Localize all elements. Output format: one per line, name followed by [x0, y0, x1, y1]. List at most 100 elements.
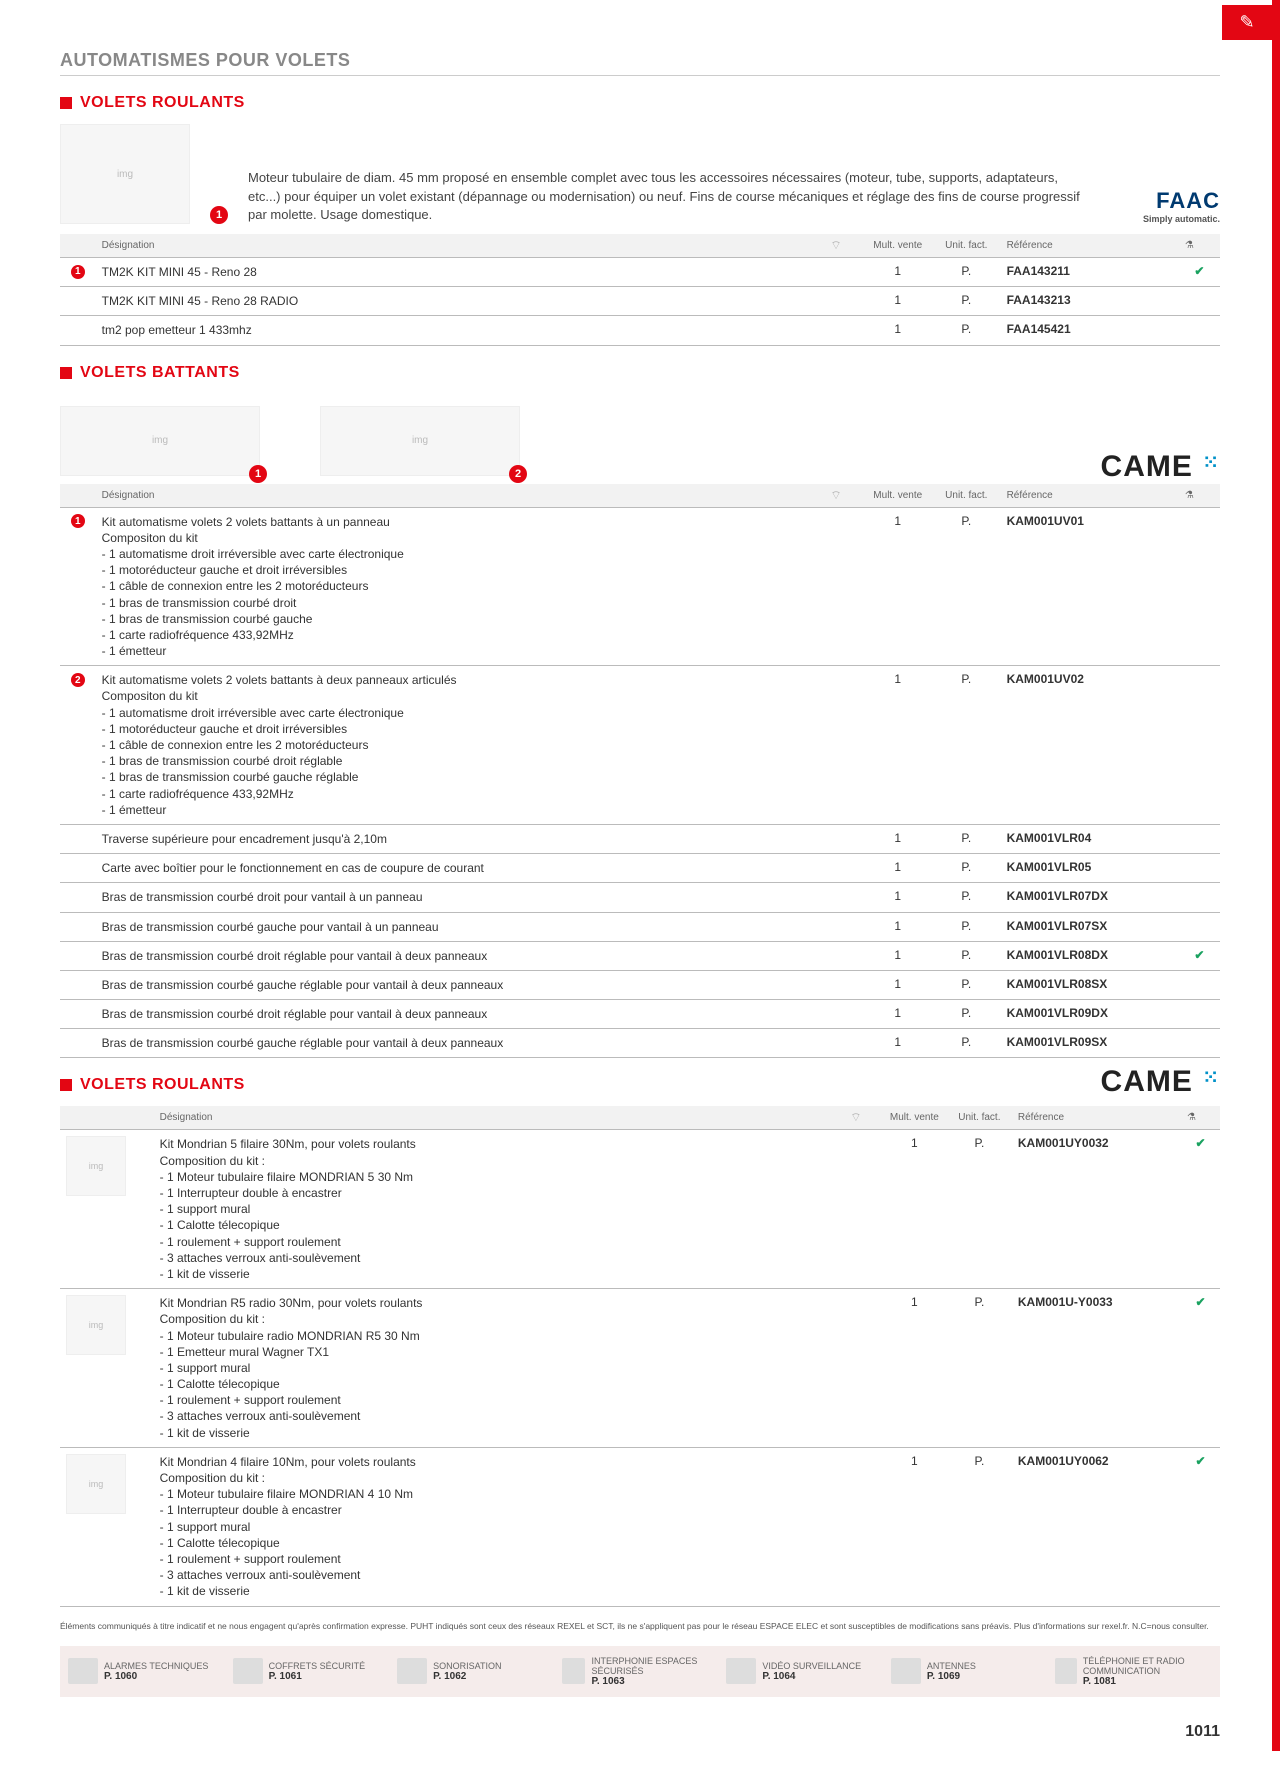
section1-image: img [60, 124, 190, 224]
came-logo-text-2: CAME [1101, 1065, 1193, 1098]
mult-cell: 1 [863, 824, 932, 853]
row-badge-cell [60, 287, 96, 316]
section2-img2-badge: 2 [509, 465, 527, 483]
faac-logo: FAAC Simply automatic. [1110, 188, 1220, 224]
wifi-cell [830, 1289, 882, 1448]
row-badge-cell [60, 1029, 96, 1058]
wifi-cell [809, 1029, 864, 1058]
wifi-cell [809, 316, 864, 345]
designation-cell: Kit Mondrian 4 filaire 10Nm, pour volets… [154, 1447, 830, 1606]
reference-cell: FAA143211 [1001, 258, 1179, 287]
footer-nav: ALARMES TECHNIQUESP. 1060 COFFRETS SÉCURI… [60, 1646, 1220, 1697]
reference-cell: KAM001VLR08SX [1001, 970, 1179, 999]
wifi-cell [830, 1447, 882, 1606]
mult-cell: 1 [863, 287, 932, 316]
wifi-cell [809, 258, 864, 287]
reference-cell: KAM001UV01 [1001, 507, 1179, 666]
col-img [60, 1106, 154, 1130]
col-mult: Mult. vente [863, 234, 932, 258]
came-logo: CAME ⁙ [1101, 450, 1220, 484]
product-image-cell: img [60, 1289, 154, 1448]
mult-cell: 1 [863, 666, 932, 825]
col-stock: ⚗ [1181, 1106, 1220, 1130]
stock-check-cell [1179, 507, 1220, 666]
row-badge-cell: 1 [60, 507, 96, 666]
nav-label: TÉLÉPHONIE ET RADIO COMMUNICATIONP. 1081 [1083, 1656, 1212, 1687]
col-unit: Unit. fact. [932, 484, 1001, 508]
footer-nav-item[interactable]: ALARMES TECHNIQUESP. 1060 [68, 1656, 225, 1687]
table-row: 2Kit automatisme volets 2 volets battant… [60, 666, 1220, 825]
section2-image-1: img 1 [60, 406, 260, 476]
stock-check-cell [1179, 1000, 1220, 1029]
reference-cell: KAM001VLR07SX [1001, 912, 1179, 941]
section1-title: VOLETS ROULANTS [60, 94, 1220, 112]
came-logo-2: CAME ⁙ [1101, 1065, 1220, 1099]
section2-images: img 1 img 2 [60, 406, 520, 476]
row-badge-cell: 2 [60, 666, 96, 825]
designation-cell: Bras de transmission courbé droit réglab… [96, 941, 809, 970]
stock-check-cell: ✔ [1179, 941, 1220, 970]
nav-label: ALARMES TECHNIQUESP. 1060 [104, 1661, 208, 1682]
came-logo-dots-icon: ⁙ [1202, 452, 1220, 474]
footer-nav-item[interactable]: SONORISATIONP. 1062 [397, 1656, 554, 1687]
mult-cell: 1 [882, 1289, 947, 1448]
table-row: imgKit Mondrian 4 filaire 10Nm, pour vol… [60, 1447, 1220, 1606]
nav-page: P. 1069 [927, 1671, 976, 1682]
wifi-cell [809, 507, 864, 666]
table-row: imgKit Mondrian 5 filaire 30Nm, pour vol… [60, 1130, 1220, 1289]
footer-nav-item[interactable]: COFFRETS SÉCURITÉP. 1061 [233, 1656, 390, 1687]
col-unit: Unit. fact. [947, 1106, 1012, 1130]
wifi-cell [809, 854, 864, 883]
col-ref: Référence [1012, 1106, 1181, 1130]
mult-cell: 1 [863, 507, 932, 666]
nav-thumb-icon [891, 1658, 921, 1684]
table-row: Carte avec boîtier pour le fonctionnemen… [60, 854, 1220, 883]
stock-check-cell [1179, 1029, 1220, 1058]
footer-nav-item[interactable]: ANTENNESP. 1069 [891, 1656, 1048, 1687]
nav-thumb-icon [1055, 1658, 1076, 1684]
table-row: imgKit Mondrian R5 radio 30Nm, pour vole… [60, 1289, 1220, 1448]
table-row: Bras de transmission courbé gauche pour … [60, 912, 1220, 941]
col-designation: Désignation [154, 1106, 830, 1130]
footer-nav-item[interactable]: VIDÉO SURVEILLANCEP. 1064 [726, 1656, 883, 1687]
wifi-cell [809, 883, 864, 912]
wifi-cell [830, 1130, 882, 1289]
page-content: AUTOMATISMES POUR VOLETS VOLETS ROULANTS… [0, 0, 1280, 1717]
unit-cell: P. [932, 970, 1001, 999]
section1-table: Désignation ⌔ Mult. vente Unit. fact. Ré… [60, 234, 1220, 346]
row-badge: 2 [71, 673, 85, 687]
reference-cell: KAM001VLR08DX [1001, 941, 1179, 970]
reference-cell: KAM001VLR05 [1001, 854, 1179, 883]
row-badge-cell [60, 912, 96, 941]
footer-nav-item[interactable]: INTERPHONIE ESPACES SÉCURISÉSP. 1063 [562, 1656, 719, 1687]
stock-check-cell [1179, 912, 1220, 941]
unit-cell: P. [932, 287, 1001, 316]
page-number: 1011 [0, 1717, 1280, 1751]
nav-page: P. 1064 [762, 1671, 861, 1682]
product-image-cell: img [60, 1447, 154, 1606]
designation-cell: Traverse supérieure pour encadrement jus… [96, 824, 809, 853]
product-thumb: img [66, 1136, 126, 1196]
unit-cell: P. [932, 941, 1001, 970]
wifi-cell [809, 941, 864, 970]
section3-title-text: VOLETS ROULANTS [80, 1076, 245, 1094]
col-designation: Désignation [96, 234, 809, 258]
table-row: 1Kit automatisme volets 2 volets battant… [60, 507, 1220, 666]
reference-cell: KAM001VLR09SX [1001, 1029, 1179, 1058]
unit-cell: P. [932, 824, 1001, 853]
designation-cell: Bras de transmission courbé gauche régla… [96, 970, 809, 999]
wifi-cell [809, 970, 864, 999]
section1-intro-text: Moteur tubulaire de diam. 45 mm proposé … [248, 169, 1090, 224]
row-badge: 1 [71, 514, 85, 528]
reference-cell: KAM001VLR04 [1001, 824, 1179, 853]
stock-check-cell [1179, 970, 1220, 999]
unit-cell: P. [932, 1029, 1001, 1058]
footer-nav-item[interactable]: TÉLÉPHONIE ET RADIO COMMUNICATIONP. 1081 [1055, 1656, 1212, 1687]
row-badge-cell [60, 970, 96, 999]
nav-thumb-icon [397, 1658, 427, 1684]
section2-title-text: VOLETS BATTANTS [80, 364, 240, 382]
unit-cell: P. [932, 912, 1001, 941]
stock-check-cell [1179, 883, 1220, 912]
wifi-icon: ⌔ [830, 488, 841, 502]
wifi-icon: ⌔ [830, 238, 841, 252]
